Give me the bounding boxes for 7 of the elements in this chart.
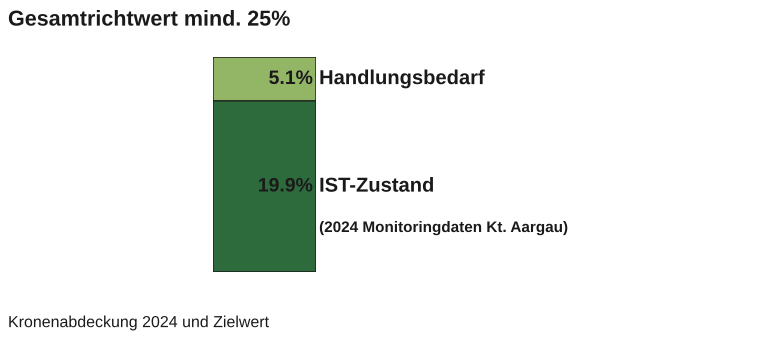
series-label: IST-Zustand bbox=[320, 177, 434, 192]
text: (2024 Monitoringdaten Kt. Aargau) bbox=[320, 220, 568, 236]
series-label: Handlungsbedarf bbox=[320, 70, 485, 88]
data-label: 5.1% bbox=[269, 70, 312, 84]
data-label: 19.9% bbox=[259, 178, 312, 192]
text: Kronenabdeckung 2024 und Zielwert bbox=[9, 316, 269, 330]
chart-title: Gesamtrichtwert mind. 25% bbox=[8, 10, 290, 26]
